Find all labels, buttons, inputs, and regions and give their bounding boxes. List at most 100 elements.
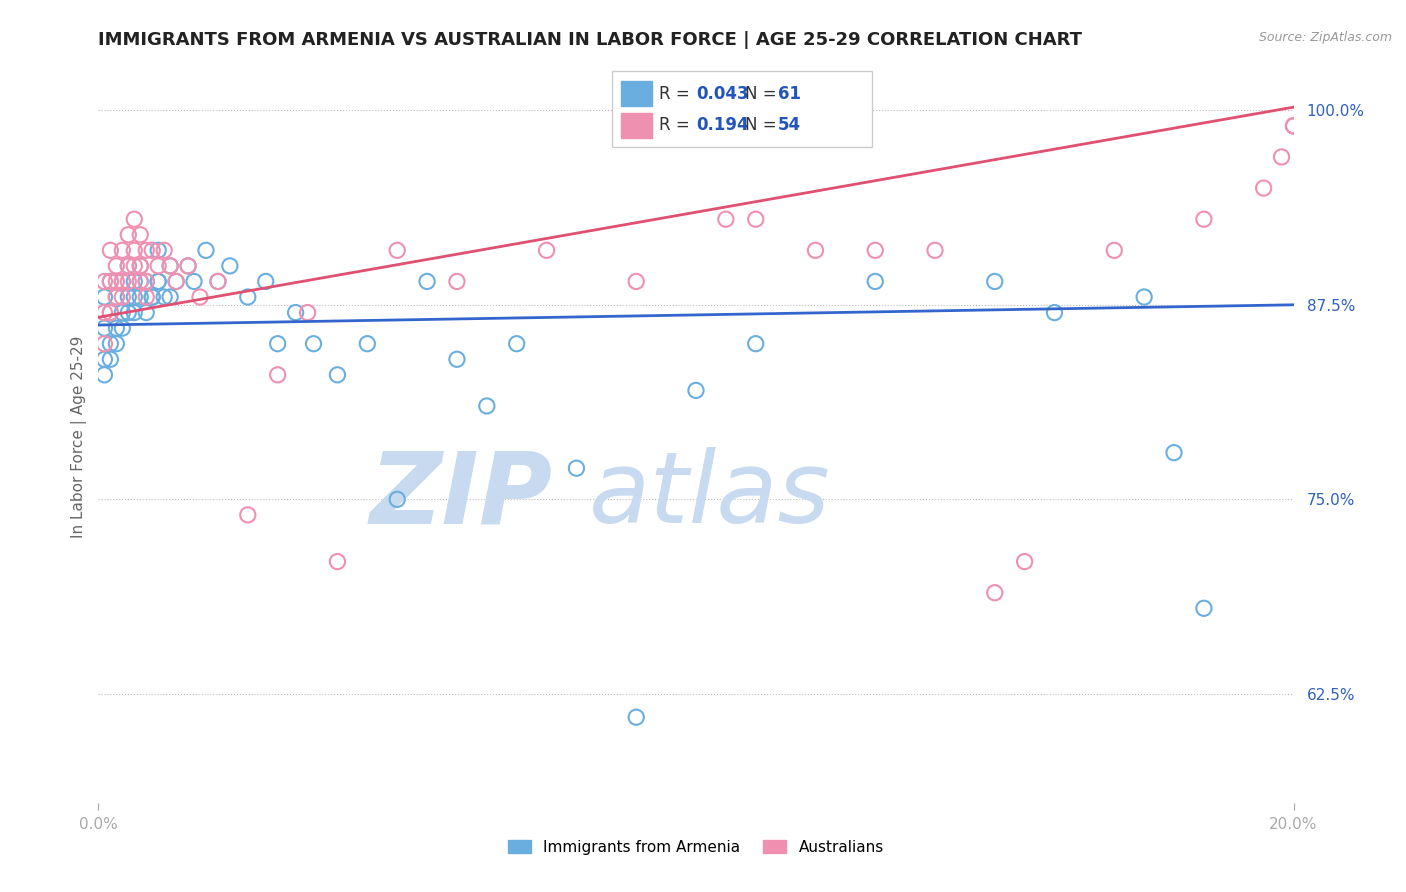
Point [267,368,290,382]
Point [1192,212,1215,227]
Point [1253,181,1275,195]
Point [804,244,827,258]
Point [129,275,152,289]
Point [98,305,122,319]
Point [1163,445,1185,459]
Point [105,321,128,335]
Point [385,244,409,258]
Point [93,305,115,319]
Point [195,244,218,258]
Point [159,259,181,273]
Point [98,336,122,351]
Text: R =: R = [659,85,696,103]
Point [124,244,146,258]
Point [159,259,181,273]
Point [1014,555,1036,569]
Point [1043,305,1066,319]
Point [1282,119,1305,133]
Point [165,275,187,289]
Point [117,227,139,242]
Legend: Immigrants from Armenia, Australians: Immigrants from Armenia, Australians [502,834,890,861]
Point [135,290,157,304]
Point [117,275,139,289]
Point [416,275,439,289]
Point [536,244,558,258]
Point [1133,290,1156,304]
Point [111,275,134,289]
Point [124,275,146,289]
Point [626,275,648,289]
Point [1282,119,1305,133]
Point [129,227,152,242]
Point [153,290,176,304]
Point [93,352,115,367]
Text: 0.043: 0.043 [696,85,748,103]
Point [124,305,146,319]
Point [177,259,200,273]
Point [148,259,170,273]
Point [93,321,115,335]
Point [1104,244,1126,258]
Point [626,710,648,724]
Point [135,275,157,289]
Text: ZIP: ZIP [370,447,553,544]
Point [117,305,139,319]
Point [135,305,157,319]
Point [124,259,146,273]
Point [129,259,152,273]
Point [506,336,529,351]
Point [326,555,349,569]
Point [865,244,887,258]
Point [135,275,157,289]
Point [111,244,134,258]
Point [446,352,468,367]
Point [165,275,187,289]
Point [117,259,139,273]
Point [385,492,409,507]
Point [984,585,1007,599]
Point [326,368,349,382]
Text: R =: R = [659,116,696,134]
Point [141,244,163,258]
Point [141,290,163,304]
Text: Source: ZipAtlas.com: Source: ZipAtlas.com [1258,31,1392,45]
Point [105,275,128,289]
Point [105,290,128,304]
Text: 0.194: 0.194 [696,116,748,134]
Point [129,290,152,304]
Point [219,259,242,273]
Point [745,212,768,227]
Point [111,290,134,304]
Point [98,352,122,367]
Point [98,275,122,289]
Text: N =: N = [745,85,782,103]
Point [111,305,134,319]
Point [685,384,707,398]
Text: atlas: atlas [589,447,830,544]
Text: IMMIGRANTS FROM ARMENIA VS AUSTRALIAN IN LABOR FORCE | AGE 25-29 CORRELATION CHA: IMMIGRANTS FROM ARMENIA VS AUSTRALIAN IN… [98,31,1083,49]
Point [105,259,128,273]
Point [207,275,229,289]
Point [98,305,122,319]
Point [984,275,1007,289]
Point [148,275,170,289]
Point [153,244,176,258]
Point [236,290,259,304]
Point [297,305,319,319]
Point [111,275,134,289]
Text: N =: N = [745,116,782,134]
Point [1192,601,1215,615]
Point [475,399,498,413]
Point [207,275,229,289]
Y-axis label: In Labor Force | Age 25-29: In Labor Force | Age 25-29 [72,336,87,538]
Point [129,259,152,273]
Point [1282,119,1305,133]
Point [356,336,378,351]
Point [254,275,277,289]
Point [183,275,205,289]
Point [745,336,768,351]
Point [124,290,146,304]
Point [177,259,200,273]
Point [188,290,211,304]
Point [98,244,122,258]
